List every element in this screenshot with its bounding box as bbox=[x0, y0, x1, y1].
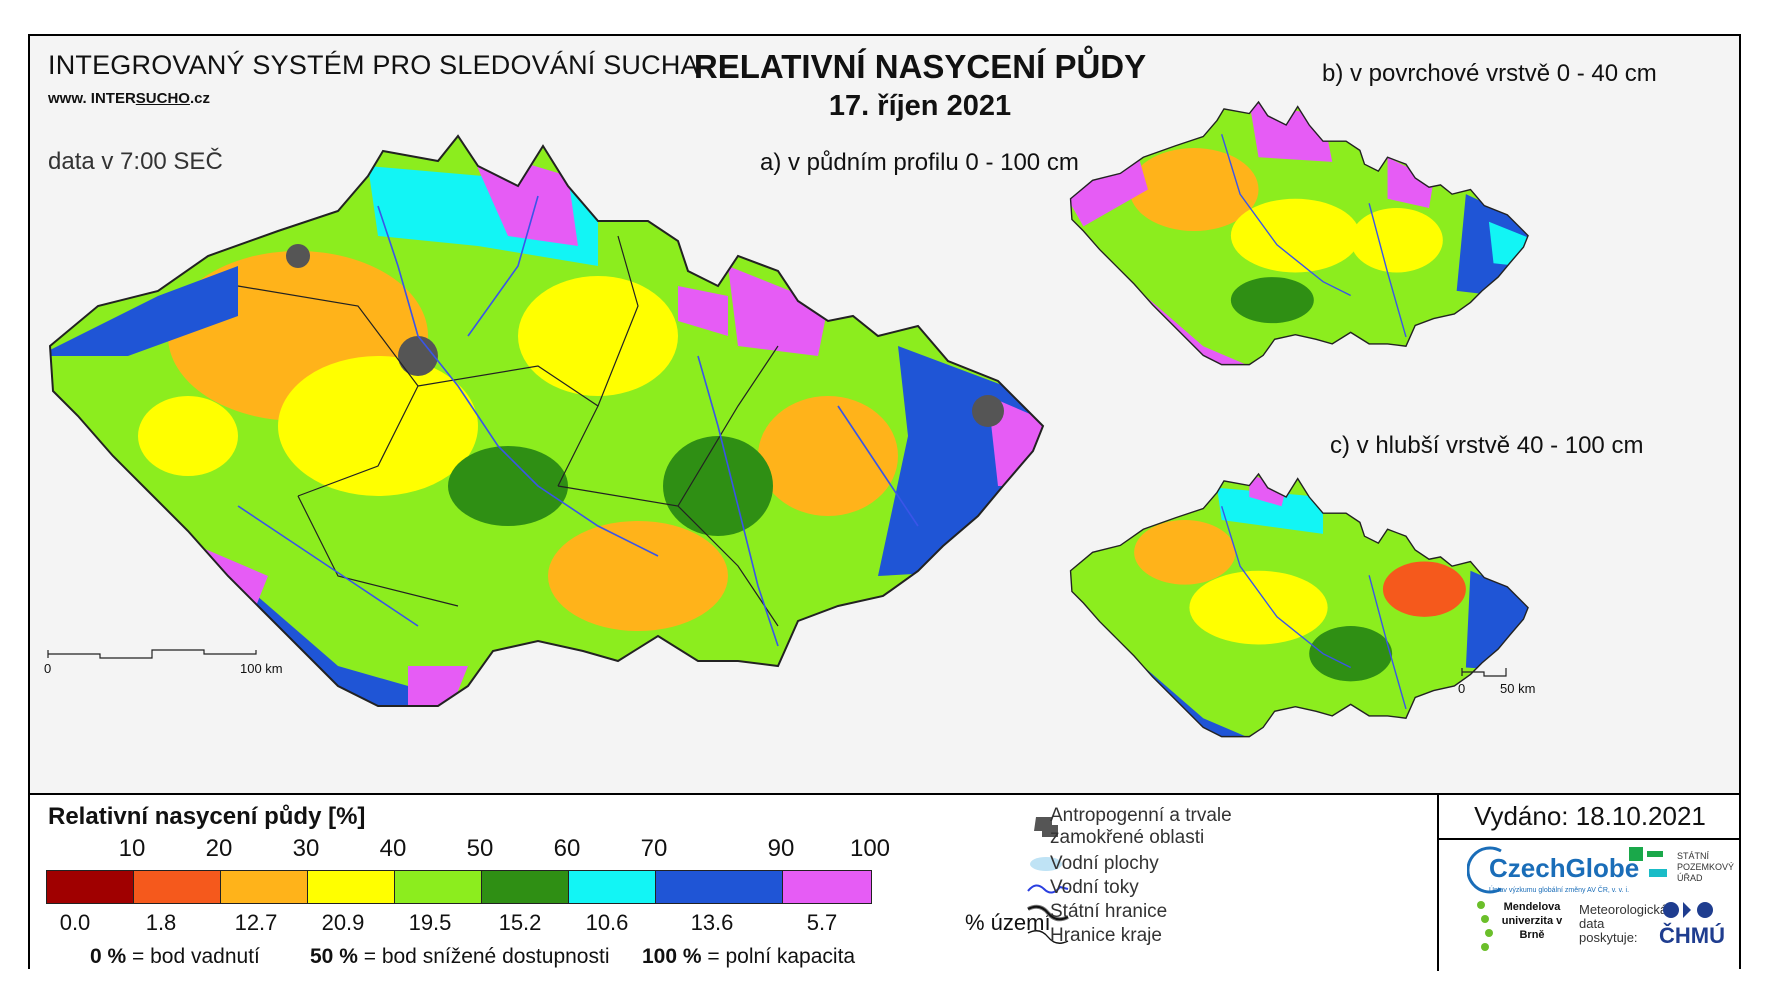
legend-tick: 70 bbox=[640, 835, 668, 862]
map-b-label: b) v povrchové vrstvě 0 - 40 cm bbox=[1322, 60, 1657, 87]
scale-main-end: 100 km bbox=[240, 661, 283, 676]
map-frame: INTEGROVANÝ SYSTÉM PRO SLEDOVÁNÍ SUCHA w… bbox=[28, 34, 1741, 971]
legend-tick: 30 bbox=[292, 835, 320, 862]
legend-share: 5.7 bbox=[806, 910, 838, 935]
scale-main-start: 0 bbox=[44, 661, 52, 676]
anthropogenic-icon bbox=[1034, 817, 1058, 837]
legend-share: 12.7 bbox=[234, 910, 278, 935]
scale-small-end: 50 km bbox=[1500, 681, 1536, 696]
data-time: data v 7:00 SEČ bbox=[48, 148, 223, 175]
legend-swatch-1 bbox=[134, 871, 221, 903]
state-border-icon bbox=[1027, 904, 1069, 922]
legend-share: 19.5 bbox=[408, 910, 452, 935]
legend-color-bar bbox=[46, 870, 872, 904]
region-border-icon bbox=[1027, 930, 1069, 944]
scale-bar-small bbox=[1461, 668, 1507, 677]
system-title: INTEGROVANÝ SYSTÉM PRO SLEDOVÁNÍ SUCHA bbox=[48, 50, 699, 80]
legend-tick: 10 bbox=[118, 835, 146, 862]
mendel-logo-icon bbox=[1477, 901, 1493, 951]
legend-title: Relativní nasycení půdy [%] bbox=[48, 803, 366, 830]
legend-tick: 60 bbox=[553, 835, 581, 862]
czechglobe-logo: CzechGlobe bbox=[1489, 853, 1640, 883]
legend-swatch-2 bbox=[221, 871, 308, 903]
chmu-logo-icon bbox=[1663, 902, 1713, 918]
legend-tick: 90 bbox=[767, 835, 795, 862]
legend-tick: 20 bbox=[205, 835, 233, 862]
legend-swatch-3 bbox=[308, 871, 395, 903]
legend-tick: 40 bbox=[379, 835, 407, 862]
legend-share: 0.0 bbox=[59, 910, 91, 935]
map-c bbox=[1069, 472, 1529, 738]
issuer-box: Vydáno: 18.10.2021 CzechGlobe Ústav výzk… bbox=[1437, 795, 1741, 971]
legend-foot-reduced: 50 % = bod snížené dostupnosti bbox=[310, 945, 610, 968]
legend-swatch-5 bbox=[482, 871, 569, 903]
map-b bbox=[1069, 100, 1529, 366]
map-c-label: c) v hlubší vrstvě 40 - 100 cm bbox=[1330, 432, 1644, 459]
czechglobe-subtitle: Ústav výzkumu globální změny AV ČR, v. v… bbox=[1489, 887, 1630, 894]
river-icon bbox=[1027, 884, 1069, 894]
legend-foot-capacity: 100 % = polní kapacita bbox=[642, 945, 856, 968]
spu-logo: STÁTNÍ POZEMKOVÝ ÚŘAD bbox=[1677, 851, 1735, 883]
legend-swatch-4 bbox=[395, 871, 482, 903]
legend-share: 1.8 bbox=[145, 910, 177, 935]
water-bodies-label: Vodní plochy bbox=[1050, 853, 1159, 874]
legend-share: 20.9 bbox=[321, 910, 365, 935]
legend-tick: 50 bbox=[466, 835, 494, 862]
legend-tick: 100 bbox=[849, 835, 891, 862]
water-body-icon bbox=[1030, 857, 1062, 871]
legend-swatch-8 bbox=[783, 871, 871, 903]
czechglobe-logo-icon bbox=[1467, 846, 1502, 894]
rivers-label: Vodní toky bbox=[1050, 877, 1139, 898]
met-data-label: Meteorologická data poskytuje: bbox=[1579, 902, 1668, 945]
legend-swatch-0 bbox=[47, 871, 134, 903]
main-title: RELATIVNÍ NASYCENÍ PŮDY bbox=[693, 48, 1147, 85]
system-url[interactable]: www. INTERSUCHO.cz bbox=[48, 90, 210, 107]
map-a bbox=[48, 134, 1045, 707]
state-border-label: Státní hranice bbox=[1050, 901, 1168, 922]
legend: Relativní nasycení půdy [%] 10 20 30 40 … bbox=[30, 793, 1741, 971]
legend-foot-wilting: 0 % = bod vadnutí bbox=[90, 945, 260, 968]
chmu-logo: ČHMÚ bbox=[1659, 923, 1725, 948]
legend-swatch-7 bbox=[656, 871, 783, 903]
legend-share: 10.6 bbox=[585, 910, 629, 935]
map-a-label: a) v půdním profilu 0 - 100 cm bbox=[760, 149, 1079, 176]
map-date: 17. říjen 2021 bbox=[828, 90, 1012, 122]
legend-share: 13.6 bbox=[690, 910, 734, 935]
spu-logo-icon bbox=[1629, 847, 1667, 877]
anthropogenic-label: Antropogenní a trvale zamokřené oblasti bbox=[1050, 805, 1232, 848]
legend-swatch-6 bbox=[569, 871, 656, 903]
region-border-label: Hranice kraje bbox=[1050, 925, 1162, 946]
legend-share: 15.2 bbox=[498, 910, 542, 935]
map-area: INTEGROVANÝ SYSTÉM PRO SLEDOVÁNÍ SUCHA w… bbox=[30, 36, 1739, 793]
scale-bar-main bbox=[47, 649, 257, 659]
mendel-logo: Mendelova univerzita v Brně bbox=[1501, 901, 1563, 941]
scale-small-start: 0 bbox=[1458, 681, 1466, 696]
issued-date: Vydáno: 18.10.2021 bbox=[1439, 795, 1741, 840]
